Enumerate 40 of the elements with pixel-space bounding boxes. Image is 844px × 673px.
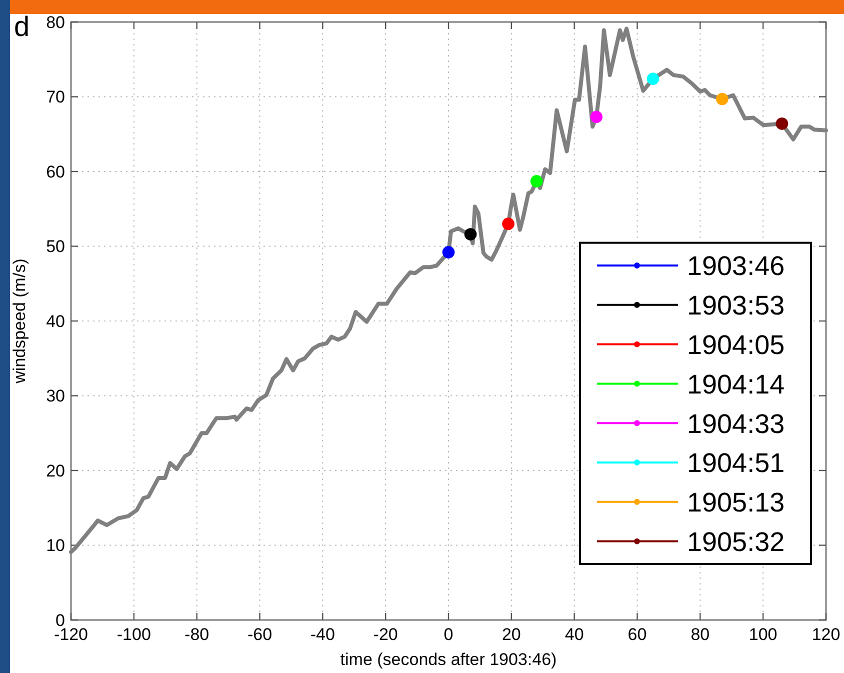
x-tick-label: -40	[310, 625, 335, 644]
x-tick-label: -100	[116, 625, 151, 644]
y-tick-label: 10	[46, 536, 65, 556]
x-tick-label: 40	[564, 625, 584, 644]
point	[716, 92, 728, 106]
x-tick-label: 80	[690, 625, 710, 644]
y-tick-label: 20	[46, 461, 65, 480]
legend-label: 1905:32	[687, 527, 785, 558]
x-tick-label: -120	[54, 625, 88, 644]
x-tick-label: 120	[812, 625, 840, 644]
x-tick-label: -20	[373, 625, 398, 644]
point	[646, 72, 660, 85]
point	[776, 117, 788, 130]
x-tick-label: 100	[748, 625, 778, 644]
legend-label: 1905:13	[687, 488, 785, 518]
y-tick-label: 40	[46, 312, 65, 331]
point	[442, 246, 455, 258]
x-axis-title: time (seconds after 1903:46)	[340, 650, 557, 669]
x-tick-label: 60	[628, 625, 647, 644]
y-tick-label: 80	[46, 12, 65, 32]
y-tick-label: 60	[46, 162, 65, 182]
y-axis-title: windspeed (m/s)	[10, 258, 29, 384]
y-tick-label: 70	[46, 88, 65, 107]
point	[530, 175, 543, 188]
legend-label: 1904:05	[687, 330, 785, 360]
legend-label: 1904:51	[687, 448, 785, 478]
text: d	[14, 11, 30, 42]
legend-label: 1903:53	[687, 290, 785, 321]
x-tick-label: 0	[444, 625, 454, 644]
legend-label: 1904:14	[687, 369, 785, 400]
x-tick-label: -60	[247, 625, 272, 644]
point	[502, 218, 514, 230]
legend-label: 1904:33	[687, 408, 785, 439]
point	[464, 228, 477, 240]
y-tick-label: 30	[46, 386, 65, 406]
x-tick-label: 20	[502, 625, 521, 644]
y-tick-label: 50	[46, 237, 65, 256]
legend-label: 1903:46	[687, 251, 785, 282]
point	[590, 110, 603, 124]
x-tick-label: -80	[184, 625, 210, 644]
